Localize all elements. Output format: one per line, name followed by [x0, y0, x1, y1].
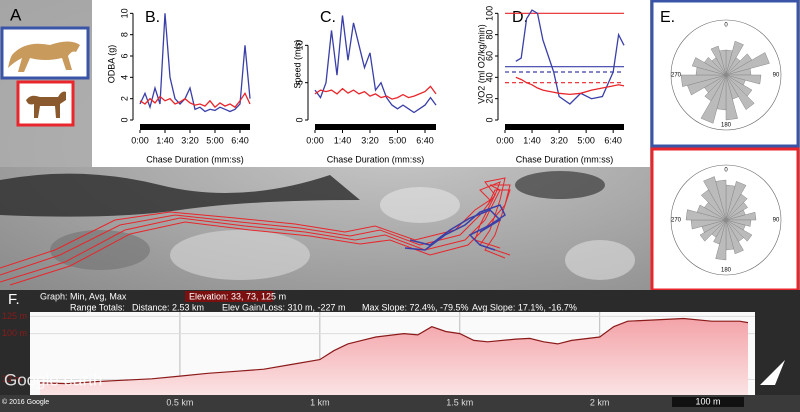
x-tick-label: 0:00	[496, 135, 514, 145]
dog-icon	[16, 80, 75, 127]
angle-label: 180	[721, 123, 732, 129]
angle-label: 270	[671, 218, 682, 224]
x-tick-label: 1.5 km	[446, 397, 473, 407]
y-axis-label: Speed (m/s)	[292, 39, 302, 88]
chase-bar	[315, 124, 436, 130]
copyright: © 2016 Google	[2, 398, 49, 406]
y-tick-label: 0	[119, 117, 129, 122]
angle-label: 180	[721, 268, 732, 274]
y-tick-label: 20	[484, 94, 494, 104]
angle-label: 270	[671, 73, 682, 79]
info-text: Elevation: 33, 73, 125 m	[189, 291, 286, 301]
series-line	[515, 9, 625, 105]
panel-label: E.	[660, 9, 675, 26]
x-tick-label: 3:20	[361, 135, 379, 145]
tracks	[0, 177, 511, 286]
y-axis-label: VO2 (ml O2/kg/min)	[476, 24, 486, 104]
info-text: Elev Gain/Loss: 310 m, -227 m	[222, 302, 346, 312]
series-line	[314, 15, 437, 114]
panel-label: A	[10, 5, 22, 24]
angle-label: 0	[724, 168, 728, 174]
google-logo: Google earth	[4, 370, 102, 389]
y-tick-label: 100 m	[2, 328, 27, 338]
x-axis-label: Chase Duration (mm:ss)	[146, 154, 244, 164]
x-tick-label: 1:40	[156, 135, 174, 145]
info-text: Avg Slope: 17.1%, -16.7%	[472, 302, 577, 312]
cougar-icon	[0, 26, 90, 80]
scale-label: 100 m	[695, 396, 720, 406]
x-tick-label: 6:40	[231, 135, 249, 145]
x-tick-label: 0:00	[306, 135, 324, 145]
rose-sector	[719, 49, 727, 76]
angle-label: 90	[773, 73, 780, 79]
angle-label: 0	[724, 23, 728, 29]
y-tick-label: 10	[119, 8, 129, 18]
scale-bar: 100 m	[672, 396, 744, 407]
y-tick-label: 80	[484, 30, 494, 40]
info-bar: Graph: Min, Avg, Max Elevation: 33, 73, …	[40, 291, 577, 312]
y-axis-label: ODBA (g)	[106, 45, 116, 84]
info-text: Range Totals:	[70, 302, 125, 312]
x-axis-label: Chase Duration (mm:ss)	[516, 154, 614, 164]
angle-label: 90	[773, 218, 780, 224]
rose-circle	[670, 19, 782, 131]
panel-label: B.	[145, 9, 160, 26]
chase-bar	[505, 124, 624, 130]
north-arrow[interactable]	[760, 360, 785, 385]
x-axis-label: Chase Duration (mm:ss)	[327, 154, 425, 164]
y-tick-label: 0	[484, 117, 494, 122]
y-tick-label: 125 m	[2, 311, 27, 321]
chase-bar	[140, 124, 250, 130]
x-tick-label: 0.5 km	[166, 397, 193, 407]
chart-background	[92, 0, 650, 167]
rose-circle	[670, 164, 782, 276]
y-tick-label: 2	[119, 96, 129, 101]
x-tick-label: 1:40	[523, 135, 541, 145]
x-tick-label: 3:20	[181, 135, 199, 145]
elevation-line	[39, 317, 749, 385]
panel-label: F.	[8, 291, 20, 308]
x-tick-label: 5:00	[389, 135, 407, 145]
x-tick-label: 1:40	[334, 135, 352, 145]
info-text: Max Slope: 72.4%, -79.5%	[362, 302, 469, 312]
x-tick-label: 5:00	[206, 135, 224, 145]
y-tick-label: 4	[119, 75, 129, 80]
x-tick-label: 1 km	[310, 397, 330, 407]
x-tick-label: 5:00	[577, 135, 595, 145]
x-tick-label: 6:40	[416, 135, 434, 145]
y-tick-label: 40	[484, 72, 494, 82]
y-tick-label: 10	[294, 40, 304, 50]
info-text: Distance: 2.53 km	[132, 302, 204, 312]
info-text: Graph: Min, Avg, Max	[40, 291, 127, 301]
x-tick-label: 0:00	[131, 135, 149, 145]
x-tick-label: 6:40	[604, 135, 622, 145]
y-tick-label: 6	[119, 53, 129, 58]
series-line	[515, 76, 625, 96]
y-tick-label: 33 m	[2, 374, 22, 384]
y-tick-label: 60	[484, 51, 494, 61]
x-tick-label: 2 km	[590, 397, 610, 407]
y-tick-label: 0	[294, 117, 304, 122]
series-line	[139, 91, 251, 109]
rose-sector	[715, 179, 727, 221]
y-tick-label: 5	[294, 80, 304, 85]
series-line	[314, 85, 437, 100]
elevation-area	[40, 318, 748, 395]
panel-label: C.	[320, 9, 336, 26]
x-tick-label: 3:20	[550, 135, 568, 145]
y-tick-label: 100	[484, 6, 494, 21]
y-tick-label: 8	[119, 32, 129, 37]
